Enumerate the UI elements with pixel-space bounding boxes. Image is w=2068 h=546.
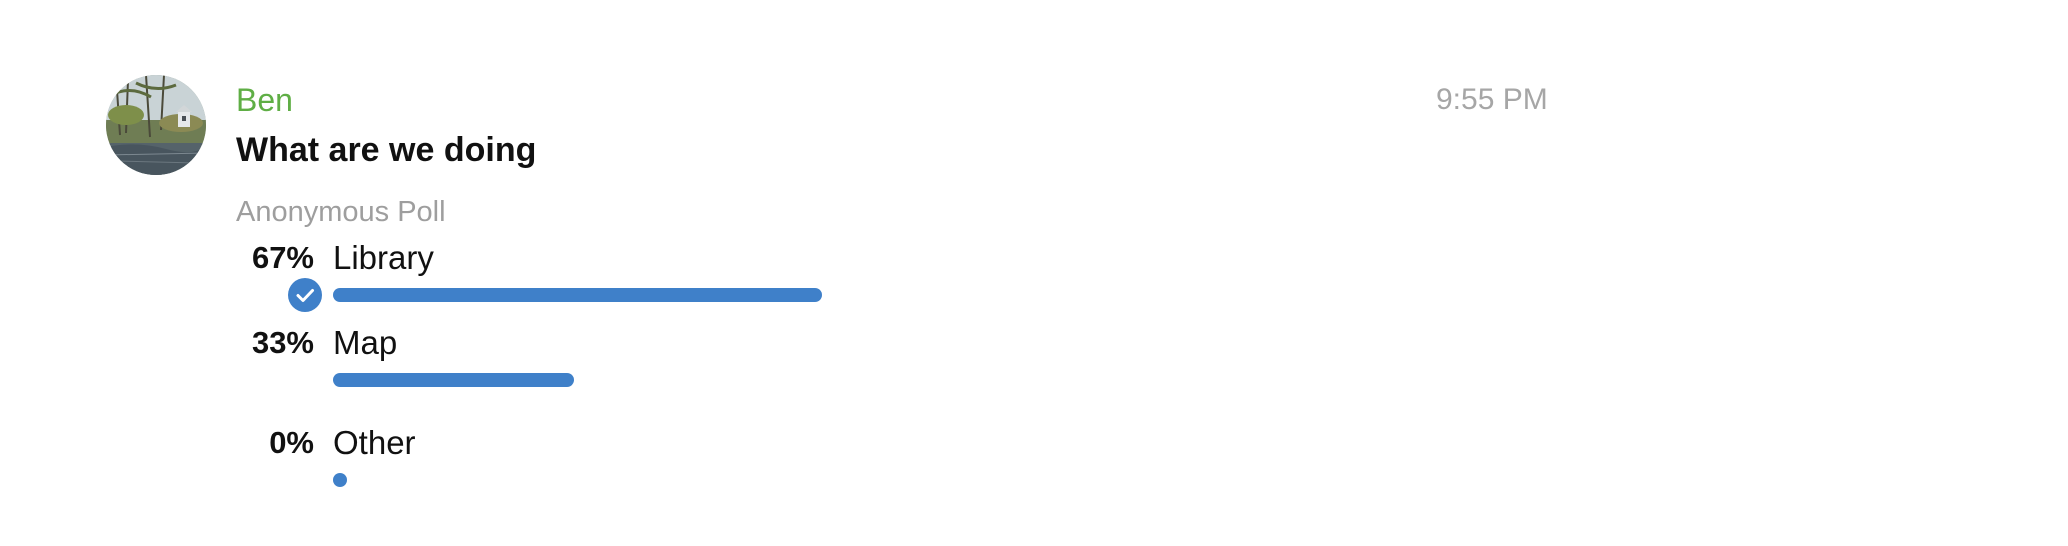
poll-option-bar-track <box>333 473 1063 487</box>
poll-option-percent: 0% <box>269 425 314 460</box>
poll-option-bar <box>333 373 574 387</box>
avatar[interactable] <box>106 75 206 175</box>
poll-option-other[interactable]: 0% Other <box>0 423 1200 513</box>
poll-question: What are we doing <box>236 131 537 169</box>
avatar-photo-icon <box>106 75 206 175</box>
sender-name[interactable]: Ben <box>236 82 293 118</box>
poll-option-bar-track <box>333 373 1063 387</box>
poll-option-percent: 33% <box>251 325 314 360</box>
poll-option-label: Library <box>333 239 434 276</box>
chosen-check-icon <box>288 278 322 312</box>
poll-option-bar <box>333 288 823 302</box>
poll-option-map[interactable]: 33% Map <box>0 323 1200 413</box>
poll-option-bar <box>333 473 347 487</box>
message-time: 9:55 PM <box>1436 83 1548 116</box>
poll-option-percent: 67% <box>251 240 314 275</box>
poll-option-label: Map <box>333 324 398 361</box>
poll-option-bar-track <box>333 288 1063 302</box>
poll-option-label: Other <box>333 424 416 461</box>
poll-type-label: Anonymous Poll <box>236 196 446 228</box>
poll-option-library[interactable]: 67% Library <box>0 238 1200 328</box>
